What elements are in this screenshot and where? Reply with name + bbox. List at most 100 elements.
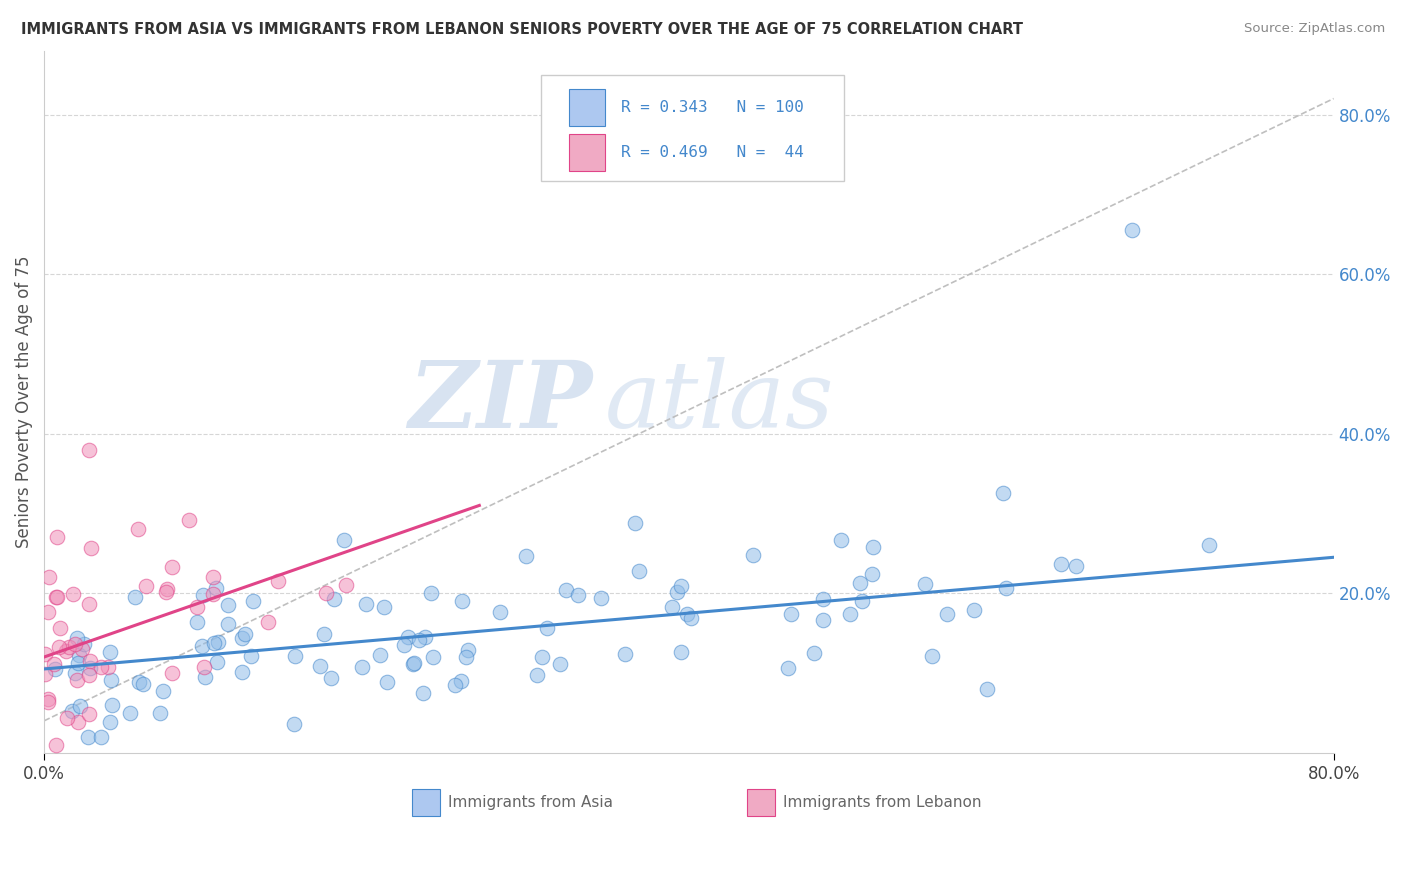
Text: R = 0.469   N =  44: R = 0.469 N = 44	[620, 145, 803, 160]
Point	[860, 567, 883, 582]
Point	[993, 486, 1015, 500]
Point	[422, 650, 444, 665]
Point	[45, 590, 67, 604]
Point	[67, 648, 90, 662]
Point	[830, 533, 852, 548]
Text: Immigrants from Lebanon: Immigrants from Lebanon	[783, 795, 981, 810]
Point	[676, 607, 699, 621]
Point	[851, 594, 873, 608]
Y-axis label: Seniors Poverty Over the Age of 75: Seniors Poverty Over the Age of 75	[15, 255, 32, 548]
Point	[1050, 557, 1073, 571]
Point	[194, 670, 217, 684]
Point	[308, 659, 330, 673]
Point	[669, 645, 692, 659]
Point	[79, 706, 101, 721]
Point	[373, 600, 395, 615]
Point	[79, 661, 101, 675]
Text: ZIP: ZIP	[408, 357, 592, 447]
Point	[79, 654, 101, 668]
Point	[202, 570, 225, 584]
Point	[77, 442, 100, 457]
Point	[152, 684, 174, 698]
Point	[450, 674, 472, 689]
Point	[489, 605, 512, 619]
Point	[914, 577, 936, 591]
Point	[63, 637, 86, 651]
Point	[623, 516, 645, 530]
Point	[679, 611, 702, 625]
Point	[283, 716, 305, 731]
Point	[323, 592, 346, 607]
FancyBboxPatch shape	[540, 75, 844, 180]
Point	[160, 665, 183, 680]
Point	[90, 660, 112, 674]
Point	[368, 648, 391, 662]
Point	[994, 581, 1017, 595]
Point	[37, 605, 59, 619]
Point	[614, 648, 637, 662]
Point	[100, 698, 122, 712]
Point	[37, 695, 59, 709]
FancyBboxPatch shape	[412, 789, 440, 816]
Point	[204, 636, 226, 650]
Point	[1121, 223, 1143, 237]
Point	[242, 594, 264, 608]
Point	[132, 676, 155, 690]
Point	[56, 711, 79, 725]
Point	[312, 626, 335, 640]
Point	[77, 667, 100, 681]
Point	[356, 597, 378, 611]
Point	[98, 645, 121, 659]
Point	[135, 579, 157, 593]
Point	[450, 594, 472, 608]
Point	[155, 585, 177, 599]
FancyBboxPatch shape	[569, 134, 605, 170]
Point	[862, 540, 884, 554]
Point	[202, 587, 225, 601]
Point	[207, 635, 229, 649]
Point	[548, 657, 571, 671]
Point	[976, 681, 998, 696]
Point	[239, 648, 262, 663]
Point	[515, 549, 537, 563]
Point	[333, 533, 356, 548]
Point	[412, 686, 434, 700]
Point	[156, 582, 179, 596]
Point	[62, 587, 84, 601]
Point	[457, 643, 479, 657]
Point	[128, 674, 150, 689]
Point	[315, 586, 337, 600]
Text: atlas: atlas	[605, 357, 835, 447]
Point	[193, 659, 215, 673]
Text: R = 0.343   N = 100: R = 0.343 N = 100	[620, 100, 803, 115]
Point	[46, 530, 69, 544]
Point	[45, 738, 67, 752]
Text: Immigrants from Asia: Immigrants from Asia	[447, 795, 613, 810]
Point	[665, 585, 688, 599]
Point	[191, 639, 214, 653]
Point	[37, 691, 59, 706]
Point	[231, 632, 253, 646]
Point	[60, 705, 83, 719]
Point	[177, 513, 200, 527]
Point	[65, 673, 87, 687]
Point	[284, 648, 307, 663]
Point	[811, 592, 834, 607]
Point	[205, 655, 228, 669]
FancyBboxPatch shape	[569, 89, 605, 126]
Point	[627, 565, 650, 579]
Point	[77, 597, 100, 611]
Point	[554, 583, 576, 598]
Point	[90, 730, 112, 744]
Point	[67, 657, 90, 671]
Point	[811, 613, 834, 627]
Point	[120, 706, 142, 721]
Point	[935, 607, 957, 622]
Point	[48, 640, 70, 655]
Point	[1064, 558, 1087, 573]
Point	[97, 660, 120, 674]
Point	[963, 603, 986, 617]
Point	[780, 607, 803, 621]
Point	[231, 665, 253, 680]
Point	[186, 615, 208, 630]
